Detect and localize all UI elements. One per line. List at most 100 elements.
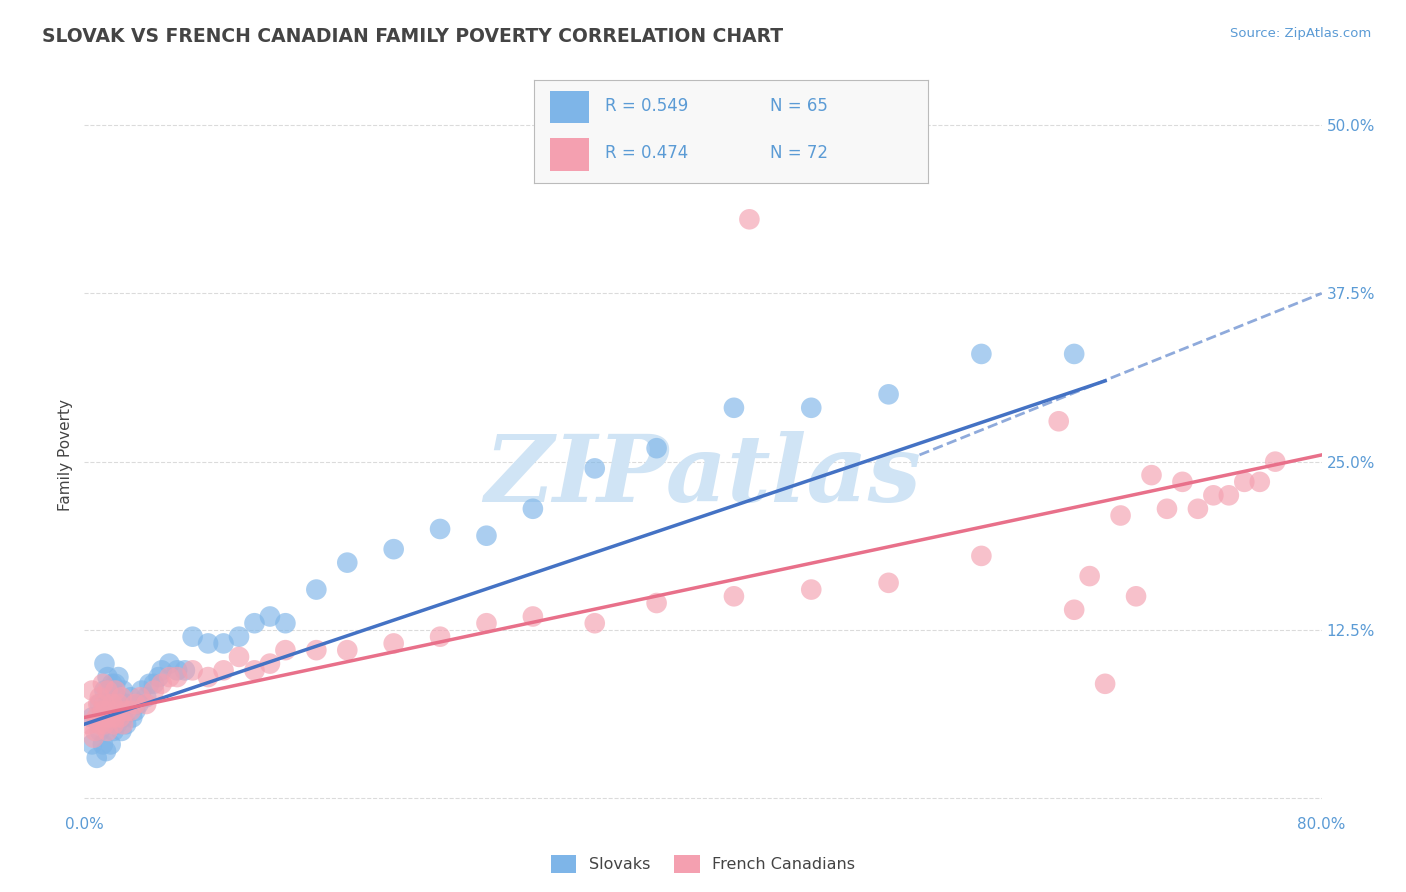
Point: [86, 751, 108, 765]
Point: [1140, 468, 1163, 483]
Point: [112, 717, 135, 731]
Point: [429, 630, 451, 644]
Point: [86, 710, 108, 724]
Point: [96, 723, 118, 738]
Point: [336, 643, 359, 657]
Point: [107, 697, 129, 711]
Point: [212, 636, 235, 650]
Point: [131, 683, 153, 698]
Point: [91, 677, 114, 691]
Point: [1202, 488, 1225, 502]
Point: [96, 697, 118, 711]
Point: [877, 387, 900, 401]
Point: [800, 401, 823, 415]
Y-axis label: Family Poverty: Family Poverty: [58, 399, 73, 511]
Point: [91, 704, 114, 718]
Point: [143, 683, 166, 698]
Point: [243, 616, 266, 631]
Point: [1264, 455, 1286, 469]
Point: [96, 683, 118, 698]
Point: [112, 683, 135, 698]
Point: [259, 657, 281, 671]
Point: [138, 677, 160, 691]
Text: R = 0.549: R = 0.549: [605, 97, 689, 115]
Point: [94, 744, 117, 758]
Point: [115, 717, 138, 731]
Point: [382, 542, 405, 557]
Point: [135, 697, 157, 711]
Point: [522, 501, 544, 516]
Point: [104, 704, 127, 718]
Point: [1187, 501, 1209, 516]
Point: [108, 697, 131, 711]
Point: [98, 710, 121, 724]
Point: [877, 575, 900, 590]
Point: [336, 556, 359, 570]
Point: [259, 609, 281, 624]
Point: [89, 690, 111, 705]
Point: [89, 717, 111, 731]
Point: [1233, 475, 1256, 489]
Point: [150, 664, 173, 678]
Point: [84, 723, 107, 738]
Point: [723, 401, 745, 415]
Point: [104, 683, 127, 698]
Point: [970, 549, 993, 563]
Point: [228, 649, 250, 664]
Point: [305, 582, 328, 597]
Point: [77, 717, 100, 731]
Point: [583, 616, 606, 631]
Point: [475, 529, 498, 543]
Point: [124, 704, 146, 718]
Point: [105, 690, 128, 705]
Text: R = 0.474: R = 0.474: [605, 145, 689, 162]
Point: [645, 596, 668, 610]
Text: N = 72: N = 72: [770, 145, 828, 162]
Point: [148, 670, 170, 684]
Point: [98, 683, 121, 698]
Point: [166, 670, 188, 684]
Point: [108, 710, 131, 724]
Point: [91, 738, 114, 752]
Bar: [550, 137, 589, 170]
Point: [645, 441, 668, 455]
Point: [110, 690, 132, 705]
Point: [82, 710, 104, 724]
Point: [103, 723, 125, 738]
Point: [93, 697, 115, 711]
Point: [96, 670, 118, 684]
Point: [197, 636, 219, 650]
Point: [101, 697, 124, 711]
Point: [112, 710, 135, 724]
Point: [143, 677, 166, 691]
Point: [1125, 589, 1147, 603]
Point: [82, 704, 104, 718]
Point: [800, 582, 823, 597]
Point: [127, 697, 149, 711]
Bar: [550, 91, 589, 123]
Point: [274, 643, 297, 657]
Point: [305, 643, 328, 657]
Point: [104, 710, 127, 724]
Point: [117, 697, 139, 711]
Point: [120, 690, 142, 705]
Point: [101, 704, 124, 718]
Point: [475, 616, 498, 631]
Point: [1063, 603, 1085, 617]
Point: [104, 677, 127, 691]
Point: [105, 704, 128, 718]
Point: [166, 664, 188, 678]
Point: [429, 522, 451, 536]
Point: [522, 609, 544, 624]
Point: [91, 710, 114, 724]
Point: [723, 589, 745, 603]
Point: [1156, 501, 1178, 516]
Point: [83, 731, 105, 745]
Point: [1063, 347, 1085, 361]
Text: Source: ZipAtlas.com: Source: ZipAtlas.com: [1230, 27, 1371, 40]
Point: [89, 723, 111, 738]
Point: [107, 710, 129, 724]
Point: [1094, 677, 1116, 691]
Point: [159, 670, 180, 684]
Point: [82, 683, 104, 698]
